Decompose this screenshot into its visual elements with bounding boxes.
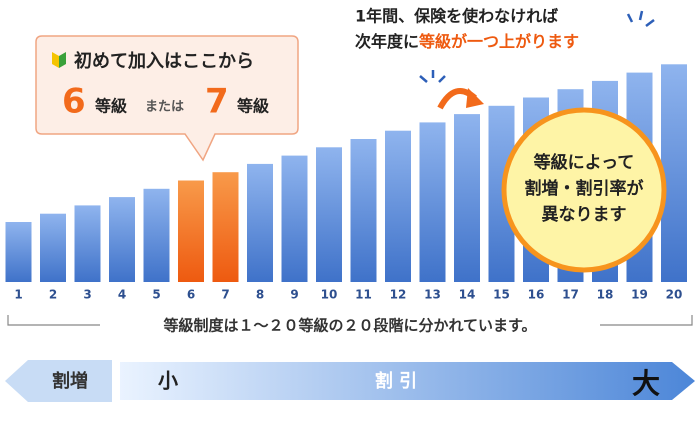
grade-label: 9 bbox=[290, 288, 298, 302]
grade-label: 7 bbox=[221, 288, 229, 302]
grade: 6 bbox=[62, 82, 86, 122]
grade-bar bbox=[143, 188, 170, 282]
grade-label: 18 bbox=[597, 288, 614, 302]
grade-label: 16 bbox=[528, 288, 545, 302]
grade-label: 4 bbox=[118, 288, 126, 302]
grade-label: 3 bbox=[83, 288, 91, 302]
large-label: 大 bbox=[632, 367, 660, 400]
grade-label: 5 bbox=[152, 288, 160, 302]
grade-unit: 等級 bbox=[94, 97, 127, 116]
grade-bar bbox=[74, 205, 101, 282]
surcharge-label: 割増 bbox=[52, 370, 88, 392]
grade: 7 bbox=[205, 82, 229, 122]
callout-bubble bbox=[35, 35, 299, 162]
grade-bar bbox=[247, 163, 273, 282]
spark bbox=[419, 70, 446, 83]
grade-label: 11 bbox=[355, 288, 372, 302]
circle-line: 割増・割引率が bbox=[525, 178, 644, 199]
grade-bar bbox=[661, 64, 687, 282]
grade-label: 8 bbox=[256, 288, 264, 302]
grade-label: 14 bbox=[459, 288, 476, 302]
surcharge-arrow bbox=[5, 360, 112, 402]
circle-line: 異なります bbox=[542, 205, 627, 225]
grade-bar bbox=[178, 180, 204, 282]
grade-bar bbox=[212, 172, 239, 282]
bracket bbox=[7, 315, 693, 326]
note-line: 次年度に等級が一つ上がります bbox=[355, 32, 579, 51]
grade-label: 2 bbox=[49, 288, 57, 302]
grade-bar bbox=[5, 222, 32, 282]
grade-bar bbox=[40, 213, 66, 282]
note-prefix: 次年度に bbox=[355, 32, 419, 51]
grade-label: 10 bbox=[321, 288, 338, 302]
grade-bar bbox=[316, 147, 342, 282]
info-circle bbox=[501, 107, 667, 273]
note-emphasis: 等級が一つ上がります bbox=[418, 32, 579, 51]
circle-line: 等級によって bbox=[534, 152, 635, 173]
discount-label: 割 引 bbox=[375, 370, 417, 392]
beginner-mark bbox=[59, 52, 66, 68]
bracket-text: 等級制度は１～２０等級の２０段階に分かれています。 bbox=[163, 317, 536, 335]
grade-bar bbox=[454, 114, 480, 282]
discount-arrow bbox=[120, 362, 695, 400]
grade-bar bbox=[419, 122, 446, 283]
callout-title: 初めて加入はここから bbox=[74, 50, 254, 72]
grade-bar bbox=[350, 139, 377, 282]
grade-bar bbox=[281, 155, 308, 282]
grade-label: 15 bbox=[493, 288, 510, 302]
grade-label: 19 bbox=[631, 288, 648, 302]
beginner-mark bbox=[52, 52, 59, 68]
grade-label: 13 bbox=[424, 288, 441, 302]
grade-bar bbox=[109, 197, 135, 282]
grade-label: 6 bbox=[187, 288, 195, 302]
grade-label: 20 bbox=[666, 288, 683, 302]
grade-label: 17 bbox=[562, 288, 579, 302]
spark bbox=[626, 10, 655, 27]
or-text: または bbox=[145, 100, 184, 115]
grade-bar bbox=[385, 130, 411, 282]
grade-label: 1 bbox=[14, 288, 22, 302]
grade-unit: 等級 bbox=[236, 97, 269, 116]
grade-label: 12 bbox=[390, 288, 407, 302]
note-line: 1年間、保険を使わなければ bbox=[355, 7, 558, 26]
up-arrow-head bbox=[466, 88, 484, 108]
small-label: 小 bbox=[158, 369, 178, 393]
